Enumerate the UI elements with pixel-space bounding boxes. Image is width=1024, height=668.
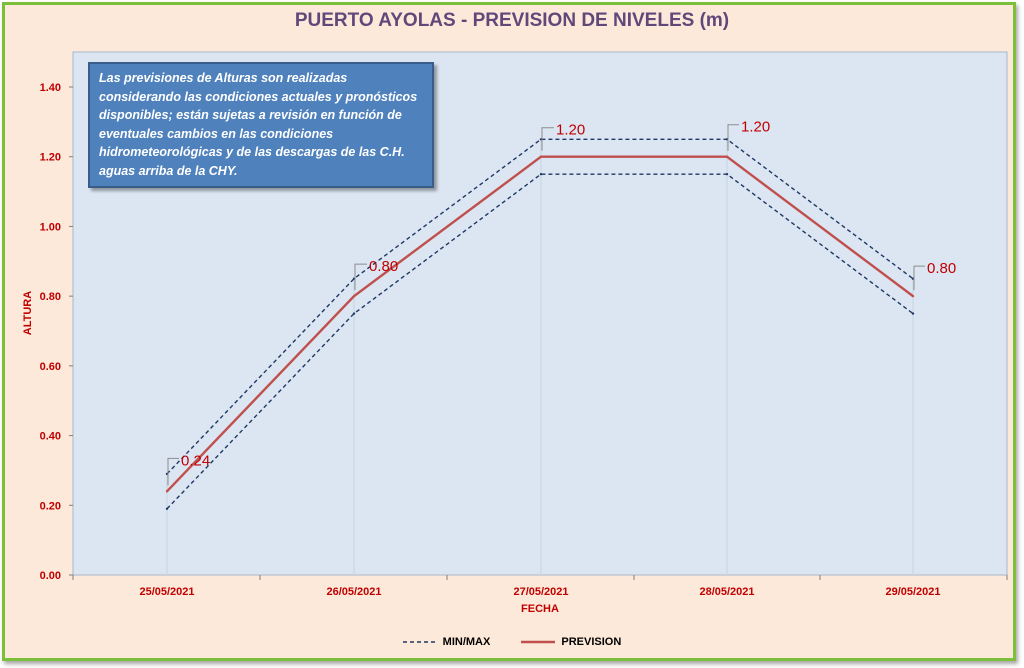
legend-item-prevision: PREVISION xyxy=(521,636,621,648)
data-label-leader xyxy=(913,265,925,291)
x-tick-label: 29/05/2021 xyxy=(885,586,940,598)
data-label: 1.20 xyxy=(741,119,770,136)
series-point-prevision xyxy=(725,155,729,158)
data-label: 0.80 xyxy=(927,260,956,277)
series-point-minmax xyxy=(352,312,356,315)
data-label: 1.20 xyxy=(556,122,585,139)
legend-label-prevision: PREVISION xyxy=(561,636,622,648)
y-tick-label: 1.40 xyxy=(40,82,61,94)
legend-item-minmax: MIN/MAX xyxy=(402,636,491,648)
x-axis-title: FECHA xyxy=(521,603,559,615)
series-point-minmax xyxy=(725,172,729,176)
series-point-prevision xyxy=(539,155,543,158)
series-point-prevision xyxy=(911,294,915,298)
y-tick-label: 0.00 xyxy=(40,570,61,582)
x-tick-label: 26/05/2021 xyxy=(326,586,381,598)
x-tick-label: 25/05/2021 xyxy=(139,586,194,598)
y-tick-label: 0.40 xyxy=(40,431,61,443)
y-tick-label: 1.20 xyxy=(40,152,61,164)
data-label-leader xyxy=(727,124,739,151)
data-label: 0.24 xyxy=(181,452,210,469)
data-label: 0.80 xyxy=(369,258,398,275)
data-label-leader xyxy=(541,127,554,151)
x-tick-label: 27/05/2021 xyxy=(513,586,568,598)
y-tick-label: 1.00 xyxy=(40,221,61,233)
y-tick-label: 0.20 xyxy=(40,500,61,512)
y-tick-label: 0.60 xyxy=(40,361,61,373)
series-point-prevision xyxy=(352,294,356,298)
y-axis-title: ALTURA xyxy=(22,291,34,335)
series-point-minmax xyxy=(165,507,169,510)
chart-title: PUERTO AYOLAS - PREVISION DE NIVELES (m) xyxy=(294,10,730,31)
series-point-minmax xyxy=(539,172,543,176)
forecast-note: Las previsiones de Alturas son realizada… xyxy=(88,62,434,188)
legend-label-minmax: MIN/MAX xyxy=(442,636,491,648)
x-tick-label: 28/05/2021 xyxy=(699,586,754,598)
series-point-prevision xyxy=(165,490,169,493)
data-label-leader xyxy=(354,263,367,291)
legend-dashed-line-icon xyxy=(402,641,437,643)
legend-solid-line-icon xyxy=(521,640,556,644)
data-label-leader xyxy=(167,457,179,486)
series-point-minmax xyxy=(911,312,915,315)
chart-legend: MIN/MAX PREVISION xyxy=(0,636,1024,648)
y-tick-label: 0.80 xyxy=(40,291,61,303)
